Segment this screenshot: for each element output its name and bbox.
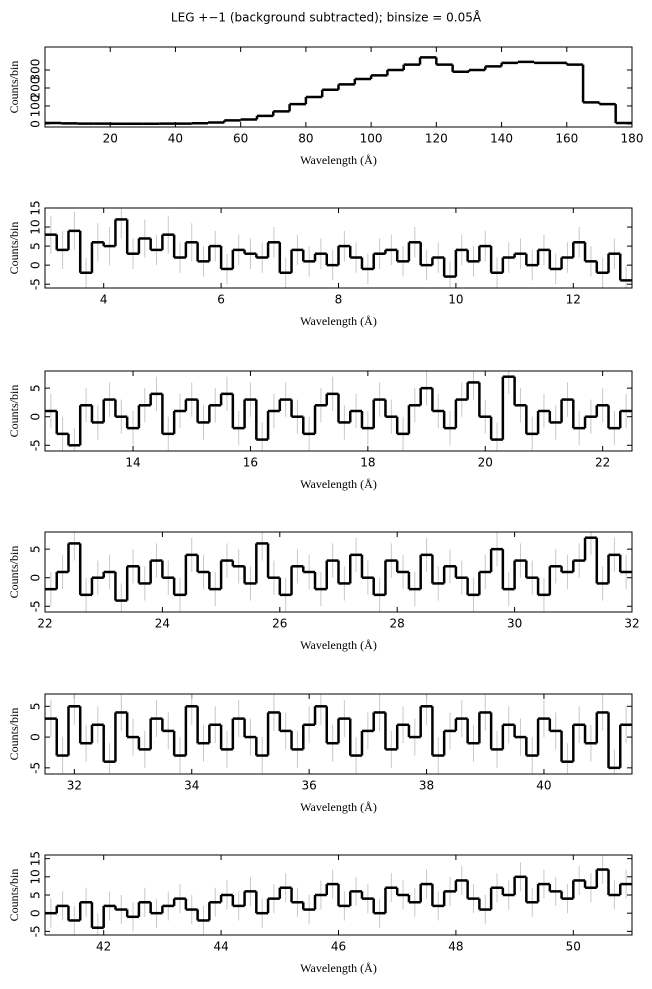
y-tick-label: 5 — [29, 891, 43, 899]
y-axis-label: Counts/bin — [7, 708, 21, 761]
x-tick-label: 14 — [125, 456, 140, 470]
x-tick-label: 26 — [272, 617, 287, 631]
x-tick-label: 22 — [37, 617, 52, 631]
y-axis-label: Counts/bin — [7, 222, 21, 275]
plot-frame — [44, 46, 633, 128]
y-tick-label: 0 — [29, 574, 43, 582]
x-tick-label: 22 — [595, 456, 610, 470]
x-axis-label: Wavelength (Å) — [300, 638, 377, 652]
x-tick-label: 18 — [360, 456, 375, 470]
x-axis-label: Wavelength (Å) — [300, 153, 377, 167]
x-tick-label: 6 — [217, 293, 225, 307]
x-tick-label: 160 — [555, 132, 578, 146]
y-tick-label: 15 — [29, 200, 43, 215]
plot-frame — [44, 207, 633, 289]
x-tick-label: 4 — [100, 293, 108, 307]
x-tick-label: 180 — [621, 132, 644, 146]
x-axis-label: Wavelength (Å) — [300, 314, 377, 328]
y-axis-label: Counts/bin — [7, 869, 21, 922]
y-tick-label: 5 — [29, 545, 43, 553]
y-tick-label: 5 — [29, 384, 43, 392]
x-tick-label: 36 — [302, 779, 317, 793]
y-tick-label: 0 — [29, 261, 43, 269]
x-tick-label: 100 — [360, 132, 383, 146]
x-axis-label: Wavelength (Å) — [300, 961, 377, 975]
y-tick-label: 5 — [29, 702, 43, 710]
x-tick-label: 40 — [536, 779, 551, 793]
y-tick-label: 100 — [29, 95, 43, 118]
y-axis-label: Counts/bin — [7, 61, 21, 114]
x-tick-label: 28 — [390, 617, 405, 631]
x-tick-label: 80 — [298, 132, 313, 146]
x-tick-label: 120 — [425, 132, 448, 146]
plot-frame — [44, 854, 633, 936]
x-tick-label: 40 — [168, 132, 183, 146]
x-tick-label: 50 — [566, 940, 581, 954]
plot-frame — [44, 693, 633, 775]
x-tick-label: 140 — [490, 132, 513, 146]
y-tick-label: -5 — [29, 600, 43, 612]
y-tick-label: 10 — [29, 219, 43, 234]
x-tick-label: 48 — [448, 940, 463, 954]
y-tick-label: 300 — [29, 59, 43, 82]
x-tick-label: 24 — [155, 617, 170, 631]
y-tick-label: 200 — [29, 77, 43, 100]
x-tick-label: 20 — [478, 456, 493, 470]
x-tick-label: 34 — [184, 779, 199, 793]
y-tick-label: -5 — [29, 762, 43, 774]
y-axis-label: Counts/bin — [7, 546, 21, 599]
x-axis-label: Wavelength (Å) — [300, 477, 377, 491]
x-tick-label: 8 — [335, 293, 343, 307]
x-tick-label: 32 — [67, 779, 82, 793]
x-tick-label: 12 — [566, 293, 581, 307]
x-tick-label: 10 — [448, 293, 463, 307]
y-tick-label: 0 — [29, 413, 43, 421]
x-axis-label: Wavelength (Å) — [300, 800, 377, 814]
x-tick-label: 38 — [419, 779, 434, 793]
x-tick-label: 32 — [624, 617, 639, 631]
y-tick-label: 0 — [29, 909, 43, 917]
y-axis-label: Counts/bin — [7, 385, 21, 438]
plot-frame — [44, 370, 633, 452]
x-tick-label: 60 — [233, 132, 248, 146]
y-tick-label: -5 — [29, 925, 43, 937]
y-tick-label: 5 — [29, 242, 43, 250]
y-tick-label: -5 — [29, 439, 43, 451]
chart-title: LEG +−1 (background subtracted); binsize… — [171, 10, 482, 25]
y-tick-label: 0 — [29, 733, 43, 741]
y-tick-label: 10 — [29, 869, 43, 884]
x-tick-label: 16 — [243, 456, 258, 470]
x-tick-label: 42 — [96, 940, 111, 954]
x-tick-label: 30 — [507, 617, 522, 631]
y-tick-label: -5 — [29, 278, 43, 290]
y-tick-label: 0 — [29, 120, 43, 128]
x-tick-label: 46 — [331, 940, 346, 954]
x-tick-label: 20 — [103, 132, 118, 146]
plot-frame — [44, 531, 633, 613]
x-tick-label: 44 — [213, 940, 228, 954]
y-tick-label: 15 — [29, 851, 43, 866]
